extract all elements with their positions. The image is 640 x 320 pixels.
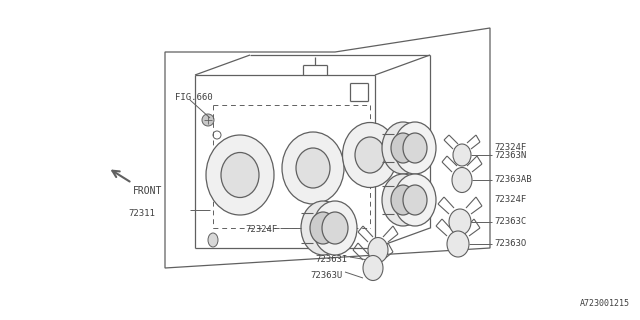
Text: 72311: 72311 — [128, 209, 155, 218]
Ellipse shape — [221, 153, 259, 197]
Ellipse shape — [453, 144, 471, 166]
Ellipse shape — [355, 137, 385, 173]
Ellipse shape — [206, 135, 274, 215]
Ellipse shape — [391, 185, 415, 215]
Text: A723001215: A723001215 — [580, 299, 630, 308]
Ellipse shape — [208, 233, 218, 247]
Ellipse shape — [322, 212, 348, 244]
Ellipse shape — [368, 237, 388, 262]
Circle shape — [202, 114, 214, 126]
Ellipse shape — [394, 122, 436, 174]
Ellipse shape — [363, 255, 383, 281]
Text: 72324F: 72324F — [246, 226, 278, 235]
Ellipse shape — [313, 201, 357, 255]
Text: 72324F: 72324F — [494, 196, 526, 204]
Ellipse shape — [382, 122, 424, 174]
Text: 72363O: 72363O — [494, 239, 526, 249]
Ellipse shape — [282, 132, 344, 204]
Ellipse shape — [301, 201, 345, 255]
Ellipse shape — [403, 185, 427, 215]
Text: 72363U: 72363U — [311, 270, 343, 279]
Ellipse shape — [296, 148, 330, 188]
Text: FIG.660: FIG.660 — [175, 92, 212, 101]
Text: 72363AB: 72363AB — [494, 175, 532, 185]
Ellipse shape — [382, 174, 424, 226]
Text: 72324F: 72324F — [494, 143, 526, 153]
Text: FRONT: FRONT — [133, 186, 163, 196]
Ellipse shape — [394, 174, 436, 226]
Ellipse shape — [391, 133, 415, 163]
Ellipse shape — [342, 123, 397, 188]
Text: 72363C: 72363C — [494, 218, 526, 227]
Ellipse shape — [449, 209, 471, 235]
Text: 72363I: 72363I — [316, 255, 348, 265]
Ellipse shape — [447, 231, 469, 257]
Text: 72363N: 72363N — [494, 150, 526, 159]
Ellipse shape — [310, 212, 336, 244]
Ellipse shape — [452, 167, 472, 193]
Ellipse shape — [403, 133, 427, 163]
